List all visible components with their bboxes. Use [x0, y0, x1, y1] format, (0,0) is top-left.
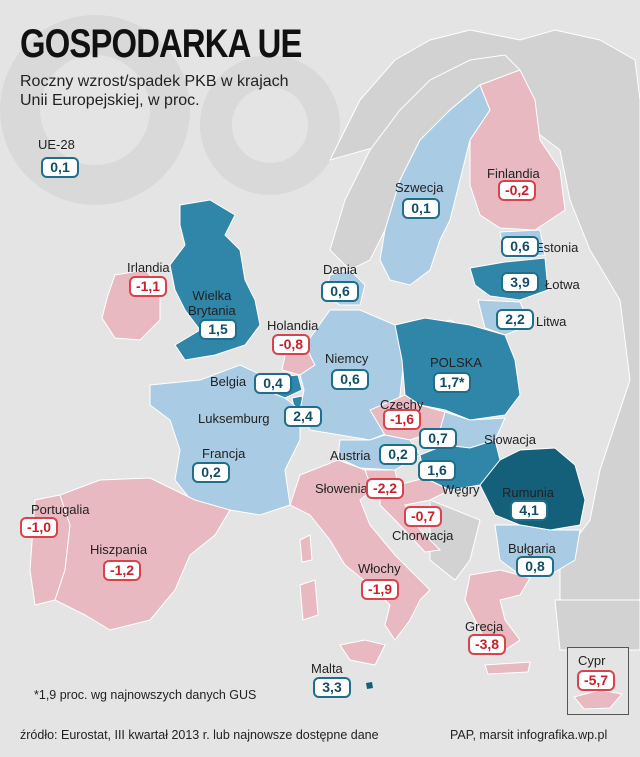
country-label-lotwa: Łotwa [545, 277, 580, 292]
country-label-litwa: Litwa [536, 314, 567, 329]
value-badge-eu28: 0,1 [41, 157, 79, 178]
country-uk [169, 199, 261, 361]
value-badge-belgia: 0,4 [254, 373, 292, 394]
value-badge-lotwa: 3,9 [501, 272, 539, 293]
country-sweden [379, 84, 491, 286]
value-badge-bulgaria: 0,8 [516, 556, 554, 577]
country-romania [479, 447, 586, 531]
value-badge-wegry: 1,6 [418, 460, 456, 481]
value-badge-grecja: -3,8 [468, 634, 506, 655]
value-badge-wielka_brytania: 1,5 [199, 319, 237, 340]
country-sicily [339, 639, 386, 666]
country-label-grecja: Grecja [465, 619, 504, 634]
value-badge-slowacja: 0,7 [419, 428, 457, 449]
country-label-chorwacja: Chorwacja [392, 528, 454, 543]
value-badge-luksemburg: 2,4 [284, 406, 322, 427]
credit-note: PAP, marsit infografika.wp.pl [450, 728, 608, 742]
value-badge-slowenia: -2,2 [366, 478, 404, 499]
value-badge-hiszpania: -1,2 [103, 560, 141, 581]
country-label-portugalia: Portugalia [31, 502, 90, 517]
value-badge-finlandia: -0,2 [498, 180, 536, 201]
value-badge-portugalia: -1,0 [20, 517, 58, 538]
country-label-hiszpania: Hiszpania [90, 542, 148, 557]
value-badge-malta: 3,3 [313, 677, 351, 698]
source-note: źródło: Eurostat, III kwartał 2013 r. lu… [20, 728, 379, 742]
country-label-wegry: Węgry [442, 482, 480, 497]
country-label-slowenia: Słowenia [315, 481, 368, 496]
country-label-luksemburg: Luksemburg [198, 411, 270, 426]
value-badge-dania: 0,6 [321, 281, 359, 302]
country-sardinia [299, 579, 319, 621]
value-badge-rumunia: 4,1 [510, 500, 548, 521]
value-badge-holandia: -0,8 [272, 334, 310, 355]
value-badge-irlandia: -1,1 [129, 276, 167, 297]
country-label-wielka_brytania: Wielka Brytania [188, 288, 236, 318]
country-label-malta: Malta [311, 661, 343, 676]
country-corsica [299, 534, 313, 563]
value-badge-polska: 1,7* [433, 372, 471, 393]
country-label-eu28: UE-28 [38, 137, 75, 152]
country-label-belgia: Belgia [210, 374, 247, 389]
value-badge-litwa: 2,2 [496, 309, 534, 330]
value-badge-austria: 0,2 [379, 444, 417, 465]
country-label-rumunia: Rumunia [502, 485, 555, 500]
value-badge-cypr: -5,7 [577, 670, 615, 691]
value-badge-wlochy: -1,9 [361, 579, 399, 600]
country-label-polska: POLSKA [430, 355, 483, 370]
value-badge-szwecja: 0,1 [402, 198, 440, 219]
subtitle-line: Roczny wzrost/spadek PKB w krajach [20, 73, 289, 90]
country-label-szwecja: Szwecja [395, 180, 444, 195]
country-label-dania: Dania [323, 262, 357, 277]
country-label-niemcy: Niemcy [325, 351, 369, 366]
country-label-finlandia: Finlandia [487, 166, 540, 181]
country-label-slowacja: Słowacja [484, 432, 537, 447]
page-subtitle: Roczny wzrost/spadek PKB w krajach Unii … [20, 72, 340, 110]
country-label-czechy: Czechy [380, 397, 424, 412]
country-label-francja: Francja [202, 446, 246, 461]
value-badge-chorwacja: -0,7 [404, 506, 442, 527]
country-label-irlandia: Irlandia [127, 260, 170, 275]
country-label-cypr: Cypr [578, 653, 606, 668]
value-badge-czechy: -1,6 [383, 409, 421, 430]
country-spain [54, 477, 231, 631]
country-label-estonia: Estonia [535, 240, 579, 255]
value-badge-francja: 0,2 [192, 462, 230, 483]
country-label-wlochy: Włochy [358, 561, 401, 576]
page-title: GOSPODARKA UE [20, 22, 302, 66]
country-label-austria: Austria [330, 448, 371, 463]
subtitle-line: Unii Europejskiej, w proc. [20, 92, 200, 109]
value-badge-estonia: 0,6 [501, 236, 539, 257]
value-badge-niemcy: 0,6 [331, 369, 369, 390]
footnote: *1,9 proc. wg najnowszych danych GUS [34, 688, 257, 702]
country-crete [484, 661, 531, 675]
country-malta [366, 682, 373, 689]
country-label-bulgaria: Bułgaria [508, 541, 556, 556]
country-label-holandia: Holandia [267, 318, 319, 333]
